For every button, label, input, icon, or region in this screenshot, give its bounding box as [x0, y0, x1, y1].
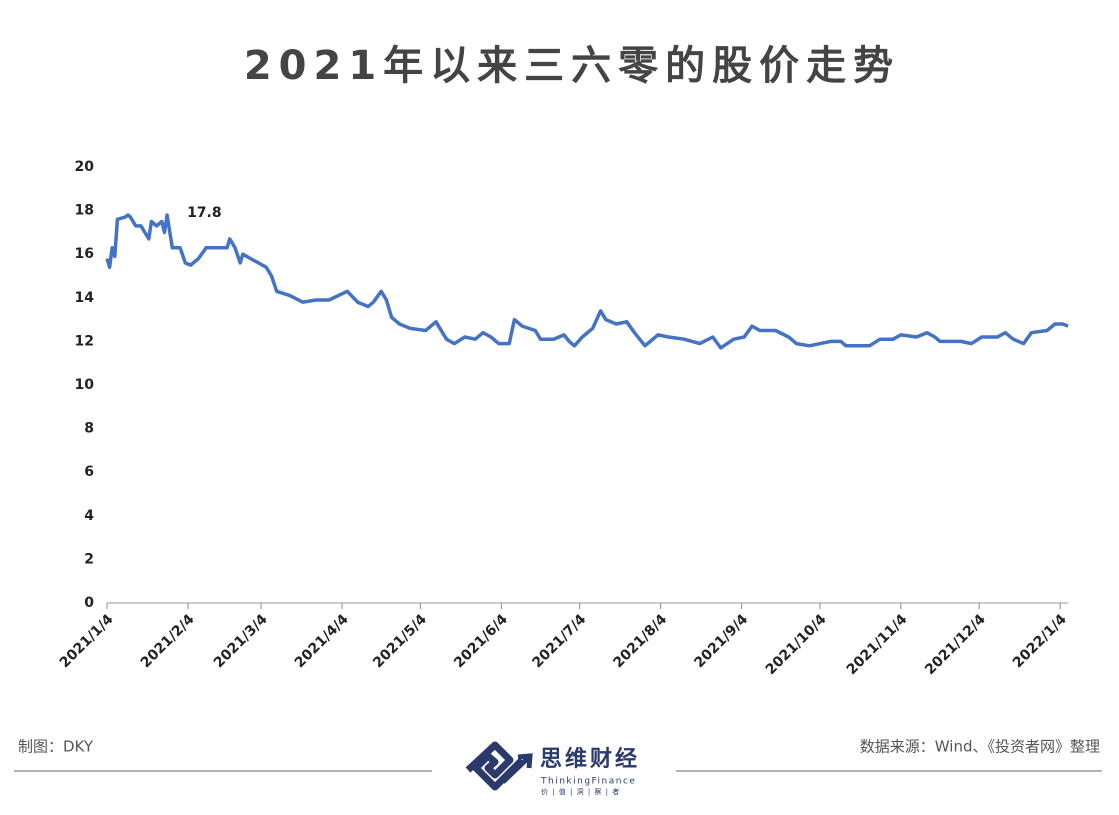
y-tick-label: 18: [75, 203, 94, 219]
y-tick-label: 6: [84, 464, 94, 480]
y-tick-label: 8: [84, 421, 94, 437]
y-tick-label: 12: [75, 333, 94, 349]
price-line: [105, 213, 1069, 350]
x-tick-label: 2021/6/4: [451, 611, 511, 671]
logo: 思维财经 ThinkingFinance 价 | 值 | 洞 | 察 | 者: [465, 741, 640, 796]
x-tick-label: 2021/7/4: [529, 611, 589, 671]
source: 数据来源：Wind、《投资者网》整理: [860, 738, 1100, 756]
x-tick-label: 2021/4/4: [292, 611, 352, 671]
y-tick-label: 16: [75, 246, 94, 262]
logo-name: 思维财经: [540, 746, 640, 772]
logo-en: ThinkingFinance: [540, 777, 636, 787]
credit: 制图：DKY: [18, 738, 94, 756]
x-tick-label: 2021/2/4: [138, 611, 198, 671]
y-tick-label: 10: [75, 377, 95, 393]
x-tick-label: 2021/10/4: [763, 611, 830, 678]
x-tick-label: 2021/5/4: [370, 611, 430, 671]
y-tick-label: 2: [84, 551, 94, 567]
x-tick-label: 2021/3/4: [211, 611, 271, 671]
y-tick-label: 0: [84, 595, 94, 611]
y-tick-label: 20: [75, 159, 95, 175]
x-tick-label: 2021/11/4: [844, 611, 911, 678]
y-tick-label: 4: [84, 508, 94, 524]
x-tick-label: 2021/1/4: [57, 611, 117, 671]
logo-slogan: 价 | 值 | 洞 | 察 | 者: [541, 787, 620, 796]
x-tick-label: 2021/9/4: [691, 611, 751, 671]
x-tick-label: 2021/12/4: [922, 611, 989, 678]
x-tick-label: 2021/8/4: [610, 611, 670, 671]
annotation: 17.8: [187, 205, 222, 221]
chart-title: 2021年以来三六零的股价走势: [244, 43, 900, 89]
y-tick-label: 14: [75, 290, 95, 306]
x-tick-label: 2022/1/4: [1010, 611, 1070, 671]
